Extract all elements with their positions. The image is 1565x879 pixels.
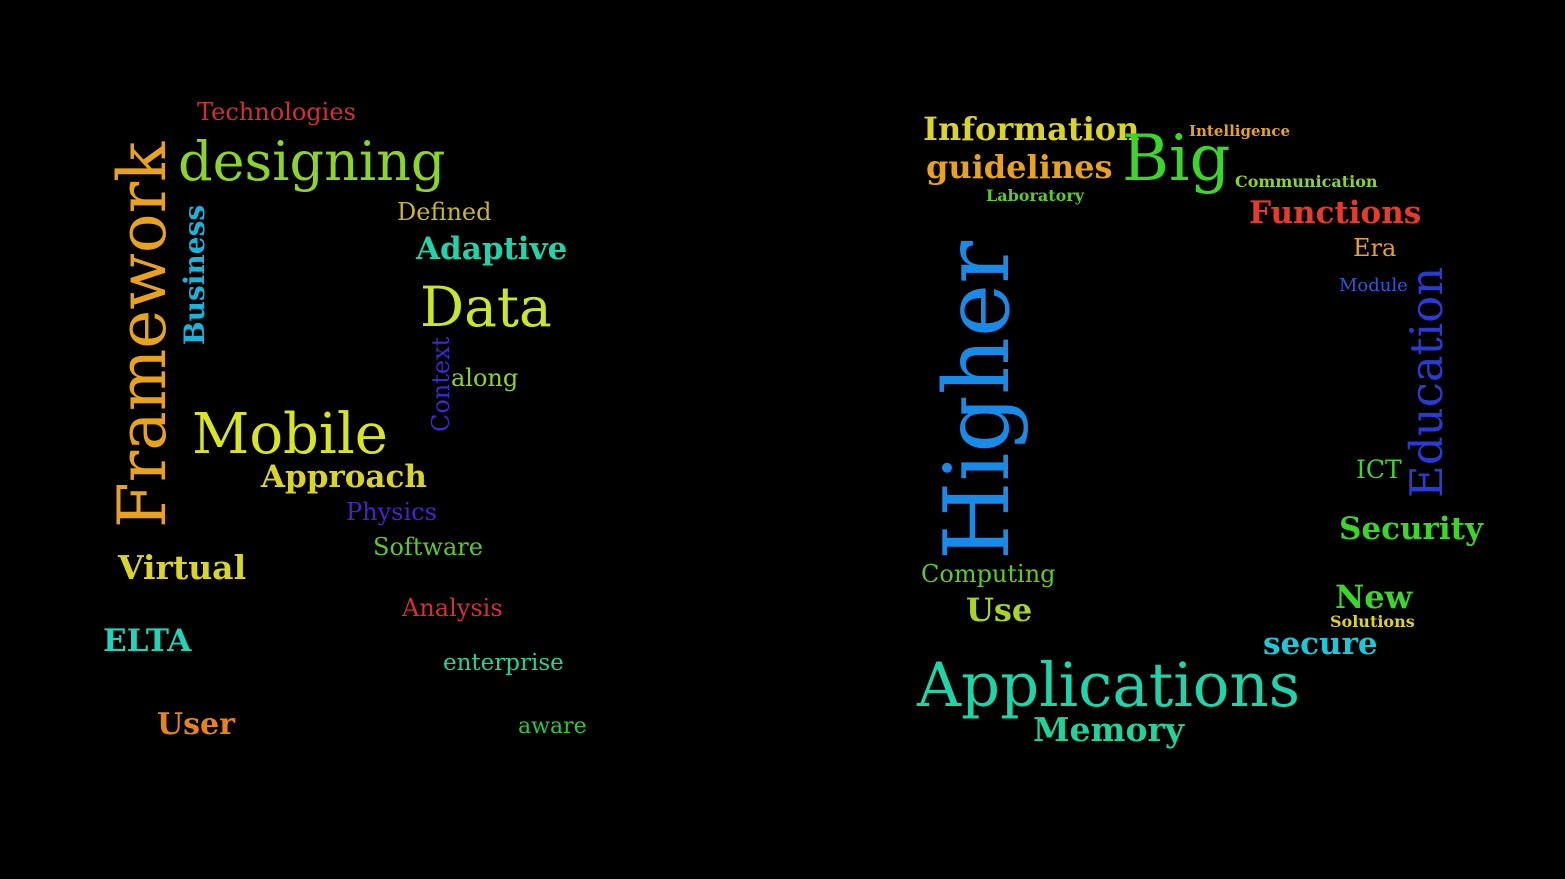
word-technologies: Technologies [197,98,356,126]
word-big: Big [1122,122,1231,196]
word-physics: Physics [346,498,437,526]
word-cloud-right: Information Intelligence guidelines Big Comm… [780,0,1565,879]
word-along: along [451,364,519,392]
word-communication: Communication [1235,172,1378,191]
word-virtual: Virtual [118,548,247,587]
word-applications: Applications [917,650,1301,721]
word-defined: Defined [397,198,492,226]
word-intelligence: Intelligence [1189,122,1291,140]
word-information: Information [923,110,1140,148]
word-secure: secure [1263,626,1378,662]
word-solutions: Solutions [1330,612,1415,631]
word-data: Data [420,275,552,339]
word-user: User [157,707,235,742]
word-enterprise: enterprise [443,650,564,676]
word-new: New [1335,578,1413,616]
word-adaptive: Adaptive [416,231,568,267]
word-module: Module [1339,275,1408,296]
word-use: Use [966,591,1033,629]
word-designing: designing [178,130,446,193]
word-software: Software [373,533,483,561]
word-cloud-left: Framework Technologies designing Business De… [0,0,780,879]
word-memory: Memory [1033,710,1185,749]
word-mobile: Mobile [192,402,388,467]
word-guidelines: guidelines [926,148,1113,186]
word-security: Security [1339,511,1483,547]
word-framework: Framework [104,141,181,528]
word-higher: Higher [925,240,1030,560]
word-laboratory: Laboratory [986,186,1085,205]
word-education: Education [1400,266,1453,498]
word-aware: aware [518,714,587,739]
word-ict: ICT [1356,455,1402,484]
word-computing: Computing [921,560,1056,588]
word-elta: ELTA [103,623,192,659]
word-context: Context [427,336,455,432]
word-functions: Functions [1249,195,1422,231]
word-business: Business [178,204,211,345]
word-analysis: Analysis [402,594,503,622]
word-approach: Approach [261,459,427,495]
word-era: Era [1353,234,1397,262]
